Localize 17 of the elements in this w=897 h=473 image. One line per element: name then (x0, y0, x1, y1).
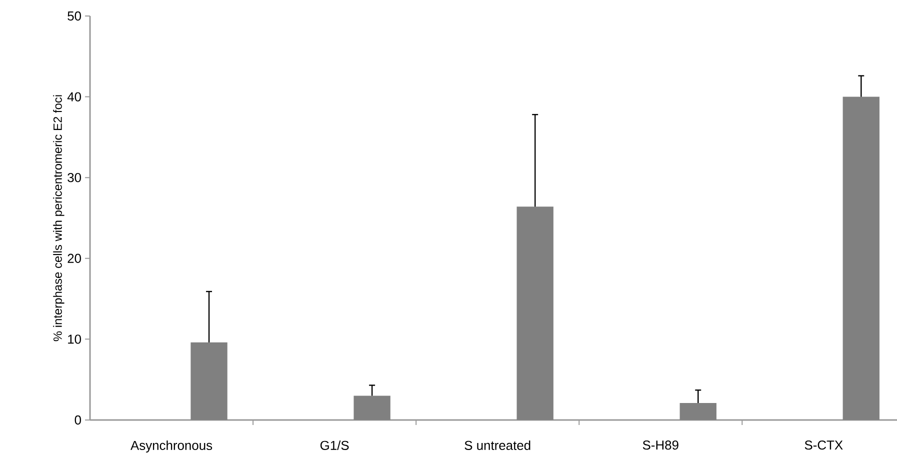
y-tick-label: 10 (68, 334, 82, 344)
y-tick-label: 0 (74, 415, 82, 425)
y-axis-title: % interphase cells with pericentromeric E2 foci (53, 95, 64, 342)
y-tick-label: 20 (68, 254, 82, 263)
x-tick-label: Asynchronous (130, 440, 212, 453)
bar (680, 403, 716, 420)
y-tick-label: 30 (68, 173, 82, 182)
y-tick-label: 40 (67, 92, 82, 102)
x-tick-label: S-H89 (642, 440, 678, 450)
bar (354, 396, 390, 420)
x-tick-label: G1/S (320, 440, 349, 450)
bar (190, 342, 228, 420)
bar (842, 96, 880, 420)
x-tick-label: S-CTX (804, 440, 843, 450)
bar (516, 206, 554, 420)
x-tick-label: S untreated (464, 440, 530, 450)
y-tick-label: 50 (68, 11, 82, 21)
